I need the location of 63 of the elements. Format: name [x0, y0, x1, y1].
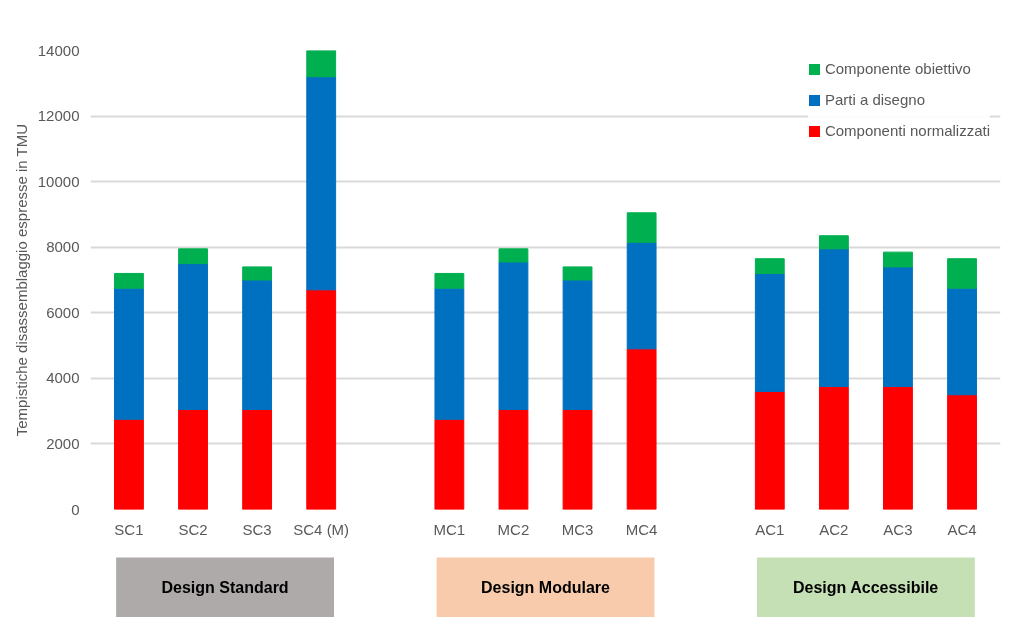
x-tick-label: MC1 — [433, 520, 466, 538]
bar — [626, 241, 657, 350]
bar — [178, 263, 208, 410]
bar — [562, 409, 593, 510]
bar — [242, 266, 273, 281]
bar — [754, 390, 785, 510]
bar — [114, 418, 144, 510]
bar — [242, 409, 273, 510]
x-tick-label: SC2 — [178, 520, 208, 538]
bar — [306, 76, 337, 291]
text: Design Accessibile — [793, 578, 939, 596]
bar — [498, 261, 529, 410]
bar — [178, 248, 208, 265]
bar — [242, 279, 273, 410]
bar — [562, 279, 593, 410]
x-tick-label: AC1 — [755, 520, 785, 538]
x-tick-label: MC2 — [497, 520, 530, 538]
x-tick-label: MC3 — [561, 520, 594, 538]
bar — [306, 289, 337, 510]
bar — [114, 272, 144, 289]
x-tick-label: AC4 — [947, 520, 977, 538]
bar — [947, 258, 977, 289]
x-tick-label: SC1 — [114, 520, 144, 538]
bar — [178, 409, 208, 510]
x-tick-label: SC3 — [242, 520, 272, 538]
bar — [754, 272, 785, 392]
legend-label: Componenti normalizzati — [824, 122, 990, 139]
bar — [562, 266, 593, 281]
bar — [626, 348, 657, 510]
y-tick-label: 10000 — [37, 172, 80, 190]
bar — [818, 235, 849, 250]
bar — [818, 248, 849, 388]
bar — [947, 394, 977, 510]
bar — [498, 409, 529, 510]
bar — [818, 386, 849, 510]
y-tick-label: 6000 — [46, 303, 80, 321]
text: Design Standard — [161, 578, 289, 596]
x-tick-label: SC4 (M) — [293, 520, 350, 538]
bar — [626, 212, 657, 243]
x-tick-label: MC4 — [625, 520, 658, 538]
y-tick-label: 8000 — [46, 238, 80, 256]
bar — [434, 272, 465, 289]
bar — [754, 258, 785, 274]
y-tick-label: 4000 — [46, 369, 80, 387]
bar — [883, 386, 913, 510]
legend-label: Componente obiettivo — [824, 60, 971, 77]
y-axis-title: Tempistiche disassemblaggio espresse in TMU — [12, 123, 30, 437]
bar — [306, 50, 337, 78]
x-tick-label: AC2 — [819, 520, 849, 538]
bar — [947, 287, 977, 396]
text: Design Modulare — [481, 578, 611, 596]
bar — [883, 266, 913, 388]
bar — [434, 287, 465, 420]
x-tick-label: AC3 — [883, 520, 913, 538]
bar — [434, 418, 465, 510]
y-tick-label: 2000 — [46, 434, 80, 452]
bar — [498, 248, 529, 263]
y-tick-label: 14000 — [37, 41, 80, 59]
y-tick-label: 0 — [71, 500, 80, 518]
y-tick-label: 12000 — [37, 107, 80, 125]
legend-label: Parti a disegno — [824, 91, 925, 108]
bar — [883, 251, 913, 268]
bar — [114, 287, 144, 420]
